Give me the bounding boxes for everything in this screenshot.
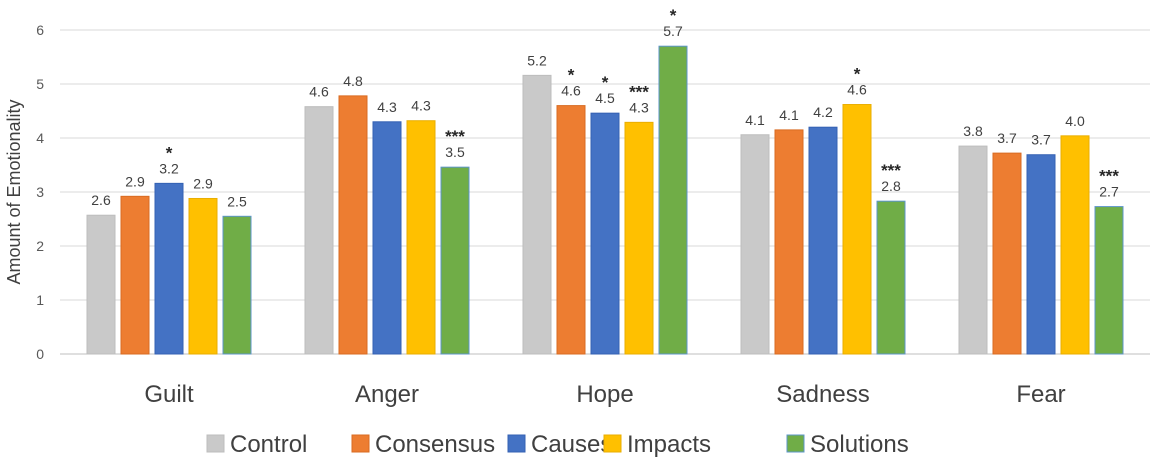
bar-hope-impacts: [624, 121, 654, 355]
significance-marker: *: [602, 73, 609, 92]
bar-guilt-solutions: [222, 215, 252, 355]
y-axis-title: Amount of Emotionality: [4, 99, 24, 284]
bar-guilt-control: [86, 214, 116, 355]
data-label: 5.7: [663, 23, 683, 39]
significance-marker: *: [166, 143, 173, 162]
data-label: 2.5: [227, 193, 247, 209]
y-tick-label: 6: [36, 22, 44, 38]
legend-swatch-solutions: [786, 434, 805, 453]
bar-anger-solutions: [440, 166, 470, 355]
legend-label-causes: Causes: [531, 431, 612, 458]
data-label: 4.6: [847, 82, 867, 98]
significance-marker: *: [670, 6, 677, 25]
legend-label-solutions: Solutions: [810, 431, 909, 458]
data-label: 2.9: [125, 173, 145, 189]
bar-guilt-causes: [154, 182, 184, 355]
data-label: 3.2: [159, 160, 179, 176]
bar-anger-control: [304, 106, 334, 355]
data-label: 4.6: [309, 84, 329, 100]
bar-sadness-consensus: [774, 129, 804, 355]
data-label: 3.5: [445, 144, 465, 160]
significance-marker: *: [854, 65, 861, 84]
significance-marker: ***: [629, 82, 649, 101]
data-label: 2.6: [91, 192, 111, 208]
bar-hope-causes: [590, 112, 620, 355]
significance-marker: ***: [445, 127, 465, 146]
bar-sadness-control: [740, 134, 770, 355]
bar-hope-solutions: [658, 45, 688, 355]
bar-fear-solutions: [1094, 206, 1124, 355]
y-tick-label: 4: [36, 130, 44, 146]
data-label: 2.8: [881, 178, 901, 194]
bar-guilt-impacts: [188, 197, 218, 355]
bar-fear-control: [958, 145, 988, 355]
data-label: 4.1: [745, 112, 765, 128]
data-label: 5.2: [527, 52, 547, 68]
data-label: 4.8: [343, 73, 363, 89]
data-label: 3.8: [963, 123, 983, 139]
category-label-guilt: Guilt: [144, 381, 194, 408]
legend-swatch-consensus: [351, 434, 370, 453]
data-label: 2.7: [1099, 184, 1119, 200]
legend-label-consensus: Consensus: [375, 431, 495, 458]
bars: [86, 45, 1124, 355]
legend-swatch-control: [206, 434, 225, 453]
data-label: 2.9: [193, 175, 213, 191]
bar-anger-causes: [372, 121, 402, 355]
data-label: 4.2: [813, 104, 833, 120]
y-axis-ticks: 0 1 2 3 4 5 6: [36, 22, 44, 362]
significance-marker: *: [568, 66, 575, 85]
significance-marker: ***: [1099, 167, 1119, 186]
bar-anger-impacts: [406, 120, 436, 355]
category-label-anger: Anger: [355, 381, 419, 408]
legend-swatch-impacts: [603, 434, 622, 453]
data-label: 4.3: [629, 99, 649, 115]
bar-fear-consensus: [992, 152, 1022, 355]
bar-guilt-consensus: [120, 195, 150, 355]
data-label: 3.7: [997, 130, 1017, 146]
category-label-sadness: Sadness: [776, 381, 869, 408]
data-label: 4.6: [561, 83, 581, 99]
bar-sadness-solutions: [876, 200, 906, 355]
legend-label-control: Control: [230, 431, 307, 458]
legend-swatch-causes: [507, 434, 526, 453]
significance-marker: ***: [881, 161, 901, 180]
y-tick-label: 3: [36, 184, 44, 200]
data-labels: 2.62.93.2*2.92.54.64.84.3 4.33.5***5.24.6…: [91, 6, 1119, 209]
category-labels: Guilt Anger Hope Sadness Fear: [144, 381, 1065, 408]
category-label-fear: Fear: [1016, 381, 1065, 408]
bar-sadness-impacts: [842, 104, 872, 355]
data-label: 4.5: [595, 90, 615, 106]
legend-label-impacts: Impacts: [627, 431, 711, 458]
bar-fear-impacts: [1060, 135, 1090, 355]
data-label: 4.3: [411, 98, 431, 114]
data-label: 4.0: [1065, 113, 1085, 129]
bar-fear-causes: [1026, 154, 1056, 355]
y-tick-label: 1: [36, 292, 44, 308]
y-tick-label: 5: [36, 76, 44, 92]
bar-hope-consensus: [556, 105, 586, 355]
bar-anger-consensus: [338, 95, 368, 355]
data-label: 4.3: [377, 99, 397, 115]
legend: Control Consensus Causes Impacts Solutions: [206, 431, 909, 458]
bar-hope-control: [522, 74, 552, 355]
bar-sadness-causes: [808, 126, 838, 355]
y-tick-label: 0: [36, 346, 44, 362]
data-label: 3.7: [1031, 132, 1051, 148]
data-label: 4.1: [779, 107, 799, 123]
y-tick-label: 2: [36, 238, 44, 254]
category-label-hope: Hope: [576, 381, 633, 408]
